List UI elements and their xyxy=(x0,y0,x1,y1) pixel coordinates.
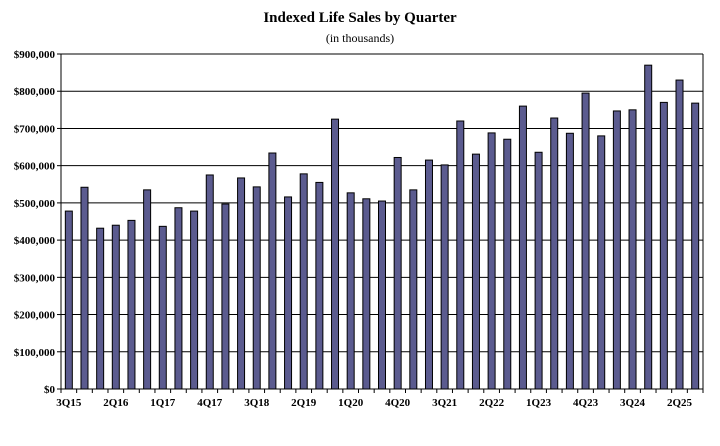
bar xyxy=(612,110,621,390)
bar xyxy=(143,189,152,390)
bar xyxy=(659,101,668,390)
y-tick-label: $500,000 xyxy=(14,198,56,210)
y-tick-label: $900,000 xyxy=(14,49,56,61)
bar xyxy=(487,132,496,390)
x-tick-label: 2Q16 xyxy=(103,397,129,409)
y-tick-label: $700,000 xyxy=(14,123,56,135)
bar xyxy=(409,189,418,390)
y-tick-label: $100,000 xyxy=(14,347,56,359)
bar xyxy=(315,181,324,390)
bar xyxy=(471,153,480,390)
x-tick-label: 3Q24 xyxy=(620,397,646,409)
bar xyxy=(237,177,246,390)
bar xyxy=(534,151,543,390)
x-tick-label: 2Q22 xyxy=(479,397,505,409)
bar xyxy=(518,105,527,390)
bar xyxy=(691,102,700,390)
bar xyxy=(503,138,512,390)
bar xyxy=(550,117,559,390)
bar xyxy=(675,79,684,390)
bar xyxy=(456,120,465,390)
bar xyxy=(393,156,402,390)
bar xyxy=(111,224,120,390)
x-tick-label: 3Q21 xyxy=(432,397,457,409)
bar xyxy=(252,186,261,390)
x-tick-label: 4Q23 xyxy=(573,397,599,409)
x-tick-label: 2Q25 xyxy=(667,397,693,409)
bar xyxy=(80,186,89,390)
y-tick-label: $300,000 xyxy=(14,272,56,284)
bar xyxy=(64,210,73,390)
y-tick-label: $200,000 xyxy=(14,310,56,322)
y-tick-label: $800,000 xyxy=(14,86,56,98)
bar xyxy=(581,92,590,390)
bar xyxy=(174,207,183,390)
x-tick-label: 4Q17 xyxy=(197,397,223,409)
bar xyxy=(331,118,340,390)
x-tick-label: 1Q20 xyxy=(338,397,364,409)
bar xyxy=(440,164,449,390)
bar xyxy=(644,64,653,390)
x-tick-label: 3Q18 xyxy=(244,397,270,409)
bar xyxy=(158,225,167,390)
bar xyxy=(268,152,277,390)
bar xyxy=(378,200,386,390)
bar xyxy=(565,132,574,390)
x-tick-label: 1Q17 xyxy=(150,397,176,409)
bar xyxy=(221,203,230,390)
x-tick-label: 3Q15 xyxy=(56,397,82,409)
chart-subtitle: (in thousands) xyxy=(325,31,395,45)
x-tick-label: 4Q20 xyxy=(385,397,411,409)
y-tick-label: $600,000 xyxy=(14,161,56,173)
bar xyxy=(284,196,293,390)
bar xyxy=(299,173,308,390)
bar xyxy=(346,192,355,390)
bar xyxy=(628,109,637,390)
x-tick-label: 2Q19 xyxy=(291,397,317,409)
y-tick-label: $400,000 xyxy=(14,235,56,247)
bar xyxy=(205,174,214,390)
bar xyxy=(597,135,606,390)
bar xyxy=(96,227,105,390)
chart-title: Indexed Life Sales by Quarter xyxy=(263,10,457,26)
bar xyxy=(190,210,199,390)
bar xyxy=(362,198,371,390)
y-tick-label: $0 xyxy=(44,384,56,396)
bar xyxy=(424,159,433,390)
bar xyxy=(127,219,136,390)
x-tick-label: 1Q23 xyxy=(526,397,552,409)
